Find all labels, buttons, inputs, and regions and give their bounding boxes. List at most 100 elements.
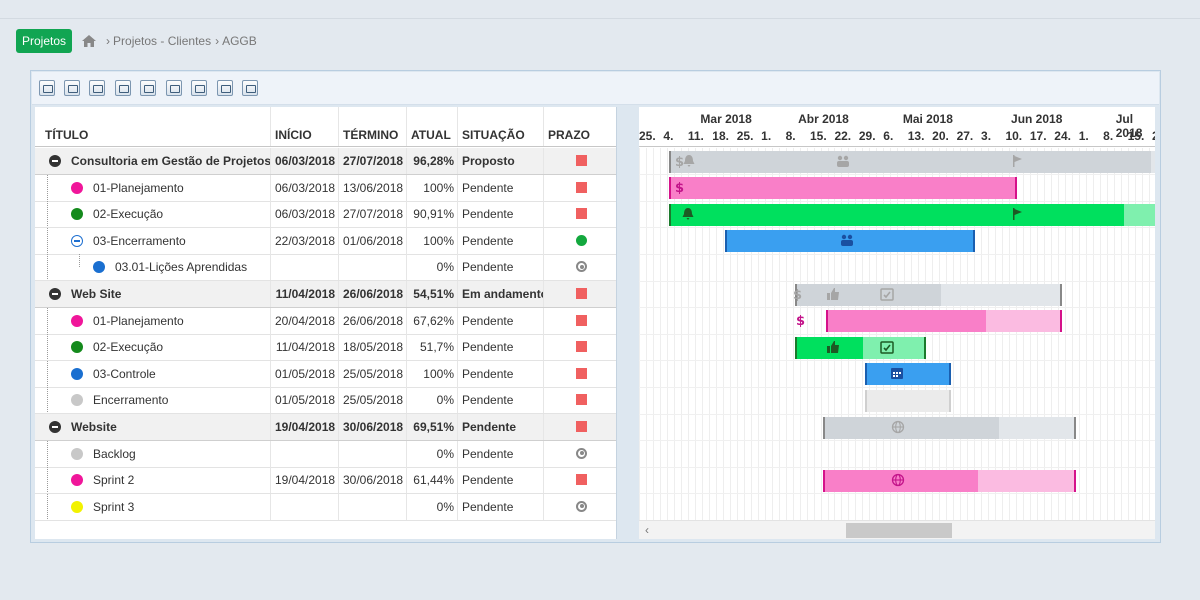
cell-actual: 100% bbox=[407, 227, 458, 254]
task-row[interactable]: Sprint 2 19/04/2018 30/06/2018 61,44% Penden… bbox=[35, 467, 616, 495]
svg-text:$: $ bbox=[675, 155, 684, 168]
no-deadline-icon bbox=[576, 447, 587, 459]
task-row[interactable]: Backlog 0% Pendente bbox=[35, 440, 616, 468]
on-time-icon bbox=[576, 234, 587, 246]
task-row[interactable]: Encerramento 01/05/2018 25/05/2018 0% Penden… bbox=[35, 387, 616, 415]
cell-status: Pendente bbox=[458, 254, 544, 281]
zoom-in-icon[interactable] bbox=[140, 80, 156, 96]
cell-status: Pendente bbox=[458, 493, 544, 520]
breadcrumb-item-project[interactable]: AGGB bbox=[222, 34, 257, 48]
bar-edge bbox=[822, 416, 825, 439]
home-icon[interactable] bbox=[82, 35, 97, 47]
cell-deadline bbox=[544, 467, 616, 493]
bell-icon bbox=[683, 154, 695, 167]
collapse-icon[interactable] bbox=[49, 421, 61, 433]
cell-actual: 96,28% bbox=[407, 148, 458, 174]
cell-actual: 100% bbox=[407, 360, 458, 387]
progress-fill bbox=[823, 469, 979, 492]
cell-status: Pendente bbox=[458, 174, 544, 201]
projects-button[interactable]: Projetos bbox=[16, 29, 73, 53]
group-row[interactable]: Website 19/04/2018 30/06/2018 69,51% Pendent… bbox=[35, 414, 616, 441]
cell-start: 11/04/2018 bbox=[271, 334, 339, 361]
column-deadline[interactable]: PRAZO bbox=[548, 128, 590, 142]
collapse-icon[interactable] bbox=[49, 288, 61, 300]
task-row[interactable]: 03-Encerramento 22/03/2018 01/06/2018 100% P… bbox=[35, 227, 616, 255]
task-bar[interactable] bbox=[795, 336, 927, 359]
day-label: 29. bbox=[858, 129, 876, 143]
cell-actual: 0% bbox=[407, 387, 458, 414]
cell-end bbox=[339, 440, 407, 467]
task-bar[interactable] bbox=[669, 203, 1155, 226]
cell-end: 27/07/2018 bbox=[339, 201, 407, 228]
cell-deadline bbox=[544, 308, 616, 334]
refresh-icon[interactable] bbox=[39, 80, 55, 96]
task-bar[interactable]: $ bbox=[796, 310, 1063, 333]
group-bar[interactable]: $ bbox=[669, 150, 1155, 173]
task-row[interactable]: 03-Controle 01/05/2018 25/05/2018 100% Pende… bbox=[35, 360, 616, 388]
collapse-icon[interactable] bbox=[71, 234, 83, 247]
column-end[interactable]: TÉRMINO bbox=[339, 107, 407, 146]
day-label: 11. bbox=[687, 129, 704, 143]
row-line bbox=[639, 466, 1155, 468]
cell-deadline bbox=[544, 414, 616, 440]
column-title[interactable]: TÍTULO bbox=[35, 107, 271, 146]
task-bar[interactable]: $ bbox=[669, 177, 1017, 200]
zoom-fit-icon[interactable] bbox=[191, 80, 207, 96]
row-line bbox=[639, 333, 1155, 335]
task-bar[interactable] bbox=[725, 230, 976, 253]
zoom-out-icon[interactable] bbox=[166, 80, 182, 96]
cell-end: 25/05/2018 bbox=[339, 387, 407, 414]
print-icon[interactable] bbox=[64, 80, 80, 96]
column-status[interactable]: SITUAÇÃO bbox=[458, 107, 544, 146]
tree-connector bbox=[47, 227, 48, 254]
day-label: 6. bbox=[883, 129, 894, 143]
task-bar[interactable] bbox=[822, 469, 1077, 492]
group-bar[interactable] bbox=[822, 416, 1077, 439]
bell-icon bbox=[682, 207, 694, 220]
column-start[interactable]: INÍCIO bbox=[271, 107, 339, 146]
horizontal-scrollbar[interactable]: ‹ bbox=[639, 520, 1155, 539]
breadcrumb-item-clients[interactable]: Projetos - Clientes bbox=[113, 34, 212, 48]
cell-end: 26/06/2018 bbox=[339, 281, 407, 307]
column-actual[interactable]: ATUAL bbox=[407, 107, 458, 146]
task-title: Website bbox=[71, 420, 117, 434]
scroll-thumb[interactable] bbox=[846, 523, 952, 538]
task-bar[interactable] bbox=[864, 363, 951, 386]
day-label: 13. bbox=[907, 129, 925, 143]
group-row[interactable]: Web Site 11/04/2018 26/06/2018 54,51% Em and… bbox=[35, 281, 616, 308]
bar-edge bbox=[924, 336, 927, 359]
calendar-icon[interactable] bbox=[217, 80, 233, 96]
month-label: Jul 2018 bbox=[1115, 112, 1143, 140]
bar-edge bbox=[669, 150, 672, 173]
group-bar[interactable]: $ bbox=[793, 283, 1063, 306]
cell-deadline bbox=[544, 228, 616, 254]
task-row[interactable]: 01-Planejamento 20/04/2018 26/06/2018 67,62… bbox=[35, 307, 616, 335]
task-row[interactable]: Sprint 3 0% Pendente bbox=[35, 493, 616, 521]
folder-open-icon[interactable] bbox=[89, 80, 105, 96]
task-bar[interactable] bbox=[864, 389, 951, 412]
task-row[interactable]: 02-Execução 06/03/2018 27/07/2018 90,91% Pen… bbox=[35, 201, 616, 229]
cell-start: 20/04/2018 bbox=[271, 307, 339, 334]
bar-edge bbox=[795, 283, 798, 306]
task-row[interactable]: 03.01-Lições Aprendidas 0% Pendente bbox=[35, 254, 616, 282]
cell-actual: 0% bbox=[407, 440, 458, 467]
late-flag-icon bbox=[576, 208, 587, 220]
folder-icon[interactable] bbox=[115, 80, 131, 96]
cell-actual: 67,62% bbox=[407, 307, 458, 334]
late-flag-icon bbox=[576, 288, 587, 299]
columns-icon[interactable] bbox=[242, 80, 258, 96]
day-label: 8. bbox=[1103, 129, 1114, 143]
cell-deadline bbox=[544, 361, 616, 387]
svg-text:$: $ bbox=[675, 181, 684, 194]
task-title: 01-Planejamento bbox=[93, 313, 184, 328]
task-color-icon bbox=[71, 394, 83, 407]
cell-start: 01/05/2018 bbox=[271, 387, 339, 414]
collapse-icon[interactable] bbox=[49, 155, 61, 167]
cell-end: 26/06/2018 bbox=[339, 307, 407, 334]
thumbs-up-icon bbox=[827, 340, 840, 353]
task-row[interactable]: 02-Execução 11/04/2018 18/05/2018 51,7% Pend… bbox=[35, 334, 616, 362]
group-row[interactable]: Consultoria em Gestão de Projetos 06/03/2… bbox=[35, 148, 616, 175]
row-line bbox=[639, 413, 1155, 415]
scroll-left-icon[interactable]: ‹ bbox=[645, 523, 649, 537]
task-row[interactable]: 01-Planejamento 06/03/2018 13/06/2018 100% P… bbox=[35, 174, 616, 202]
